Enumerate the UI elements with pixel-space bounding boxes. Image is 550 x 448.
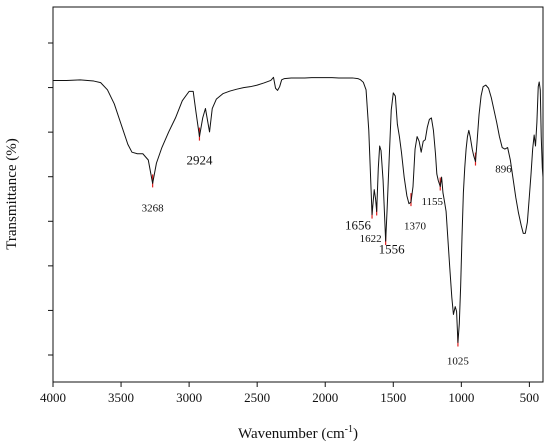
x-axis: 4000 3500 3000 2500 2000 1500 1000 500 (40, 382, 539, 405)
x-tick-label: 2000 (312, 390, 338, 405)
x-tick-label: 1500 (380, 390, 406, 405)
peak-label: 1025 (447, 355, 470, 367)
spectrum-line (53, 76, 544, 344)
plot-area (52, 6, 544, 383)
peak-label: 2924 (186, 153, 213, 168)
peak-label: 3268 (142, 202, 165, 214)
x-axis-title-main: Wavenumber (cm (238, 426, 345, 442)
x-tick-label: 3000 (176, 390, 202, 405)
peak-label: 1622 (360, 233, 382, 245)
x-tick-label: 3500 (108, 390, 134, 405)
peak-label: 896 (495, 163, 512, 175)
peak-label: 1155 (421, 196, 443, 208)
peak-label: 1370 (404, 221, 427, 233)
x-axis-title-sup: -1 (345, 424, 353, 435)
peak-label: 1556 (379, 242, 406, 257)
x-axis-title: Wavenumber (cm-1) (238, 424, 358, 442)
x-tick-label: 500 (520, 390, 540, 405)
y-axis-title: Transmittance (%) (4, 138, 20, 250)
y-axis (48, 42, 53, 356)
plot-frame (52, 6, 544, 383)
peak-label: 1656 (345, 218, 372, 233)
x-tick-label: 1000 (448, 390, 474, 405)
x-tick-label: 2500 (244, 390, 270, 405)
x-tick-label: 4000 (40, 390, 66, 405)
series-group (53, 76, 544, 344)
x-axis-title-end: ) (353, 426, 358, 442)
